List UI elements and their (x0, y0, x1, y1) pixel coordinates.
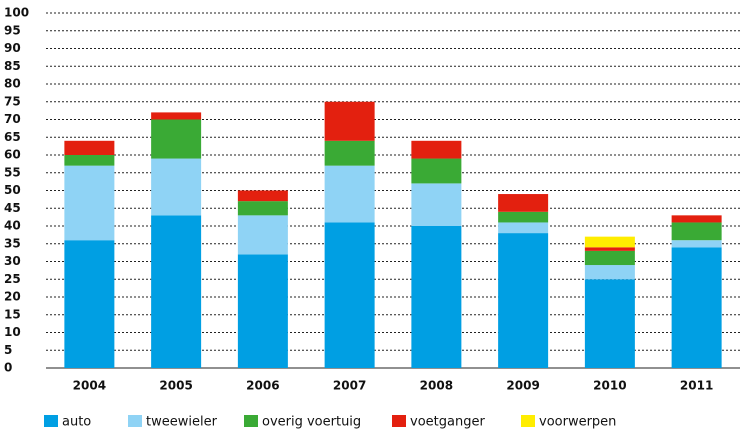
y-tick-label: 75 (4, 94, 21, 108)
y-tick-label: 25 (4, 272, 21, 286)
x-tick-label: 2004 (73, 379, 106, 393)
legend-label: overig voertuig (262, 415, 361, 430)
y-tick-label: 10 (4, 325, 21, 339)
y-tick-label: 55 (4, 165, 21, 179)
y-tick-label: 85 (4, 59, 21, 73)
bar-segment (584, 247, 635, 251)
bar-segment (324, 222, 375, 368)
bar-segment (411, 158, 462, 184)
x-tick-label: 2008 (420, 379, 453, 393)
y-tick-label: 20 (4, 290, 21, 304)
y-tick-label: 40 (4, 219, 21, 233)
bar-segment (498, 194, 549, 212)
bar-segment (671, 247, 722, 368)
bar-segment (237, 254, 288, 368)
bar-segment (498, 222, 549, 234)
bar-segment (237, 201, 288, 216)
y-tick-label: 0 (4, 361, 12, 375)
x-tick-label: 2007 (333, 379, 366, 393)
bar-segment (237, 190, 288, 202)
legend-swatch (244, 415, 258, 427)
bar-segment (324, 165, 375, 223)
legend-swatch (44, 415, 58, 427)
bar-segment (151, 119, 202, 159)
legend-label: auto (62, 415, 91, 430)
x-tick-label: 2005 (159, 379, 192, 393)
legend-label: voorwerpen (539, 415, 616, 430)
x-tick-label: 2009 (506, 379, 539, 393)
bar-segment (237, 215, 288, 255)
bar-segment (411, 183, 462, 226)
y-tick-label: 95 (4, 23, 21, 37)
bar-segment (411, 226, 462, 368)
bar-segment (324, 101, 375, 141)
bar-segment (498, 211, 549, 223)
bar-segment (64, 240, 115, 368)
bar-segment (64, 165, 115, 241)
y-tick-label: 45 (4, 201, 21, 215)
bar-segment (64, 140, 115, 155)
x-tick-label: 2010 (593, 379, 626, 393)
x-tick-label: 2006 (246, 379, 279, 393)
bar-segment (671, 215, 722, 223)
legend-swatch (392, 415, 406, 427)
bar-segment (498, 233, 549, 368)
legend-swatch (128, 415, 142, 427)
legend: auto tweewieler overig voertuig voetganger v… (44, 415, 616, 430)
y-tick-label: 65 (4, 130, 21, 144)
y-tick-label: 60 (4, 148, 21, 162)
bar-segment (324, 140, 375, 166)
bar-segment (584, 279, 635, 368)
legend-label: tweewieler (146, 415, 218, 430)
y-tick-label: 5 (4, 343, 12, 357)
y-tick-label: 80 (4, 77, 21, 91)
x-tick-label: 2011 (680, 379, 713, 393)
bar-segment (671, 222, 722, 241)
y-tick-label: 15 (4, 307, 21, 321)
bar-segment (584, 236, 635, 248)
bar-segment (411, 140, 462, 159)
bar-segment (151, 112, 202, 120)
bar-segment (584, 265, 635, 280)
y-tick-label: 30 (4, 254, 21, 268)
bar-segment (671, 240, 722, 248)
y-tick-label: 100 (4, 6, 29, 20)
bar-segment (151, 215, 202, 368)
legend-swatch (521, 415, 535, 427)
y-tick-label: 50 (4, 183, 21, 197)
y-tick-label: 70 (4, 112, 21, 126)
bar-segment (64, 155, 115, 166)
y-tick-label: 35 (4, 236, 21, 250)
y-tick-label: 90 (4, 41, 21, 55)
bar-segment (151, 158, 202, 216)
bar-segment (584, 250, 635, 266)
legend-label: voetganger (410, 415, 485, 430)
